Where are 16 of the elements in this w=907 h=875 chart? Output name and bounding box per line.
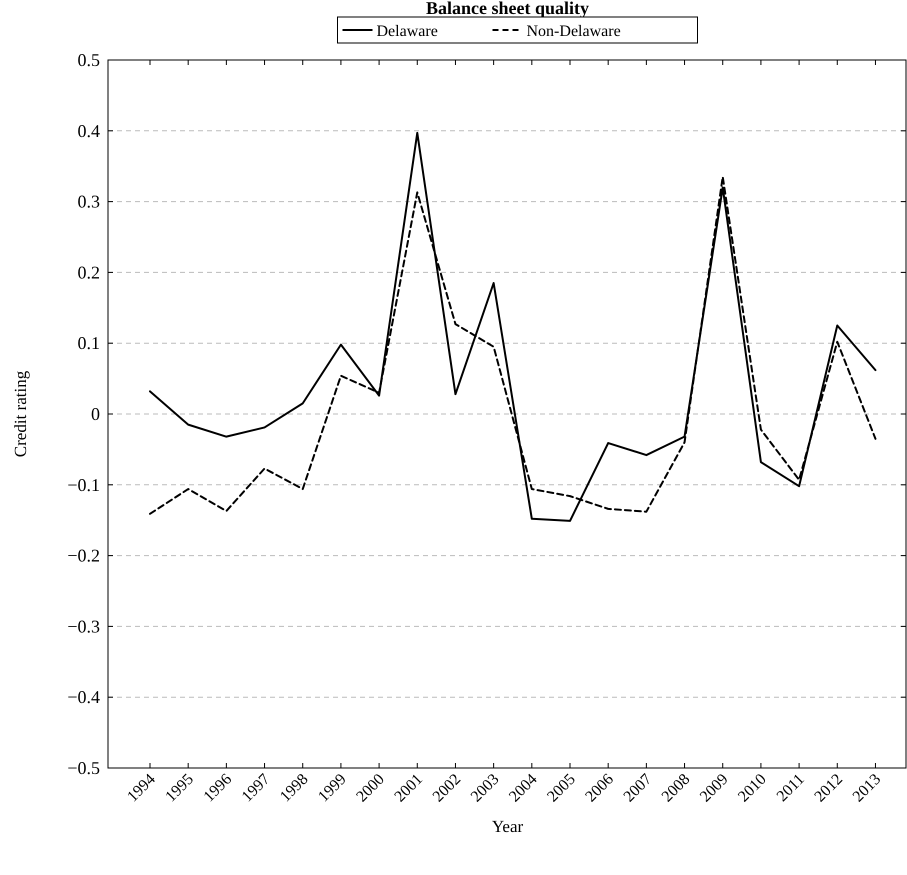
- y-tick-label: −0.5: [67, 758, 100, 778]
- y-tick-label: 0.4: [78, 120, 100, 141]
- y-tick-label: −0.4: [67, 687, 100, 708]
- chart-title: Balance sheet quality: [426, 0, 590, 18]
- y-tick-label: 0.3: [78, 192, 100, 212]
- y-tick-label: 0.1: [78, 333, 100, 354]
- legend-label: Delaware: [376, 23, 438, 40]
- y-tick-label: 0: [91, 404, 100, 424]
- y-tick-label: 0.2: [78, 262, 100, 282]
- x-axis-title: Year: [492, 817, 524, 836]
- legend-label: Non-Delaware: [526, 23, 621, 40]
- y-tick-label: −0.3: [67, 616, 100, 636]
- y-axis-title: Credit rating: [11, 370, 30, 458]
- y-tick-label: 0.5: [78, 50, 100, 70]
- y-tick-label: −0.2: [67, 546, 100, 566]
- y-tick-label: −0.1: [67, 474, 100, 495]
